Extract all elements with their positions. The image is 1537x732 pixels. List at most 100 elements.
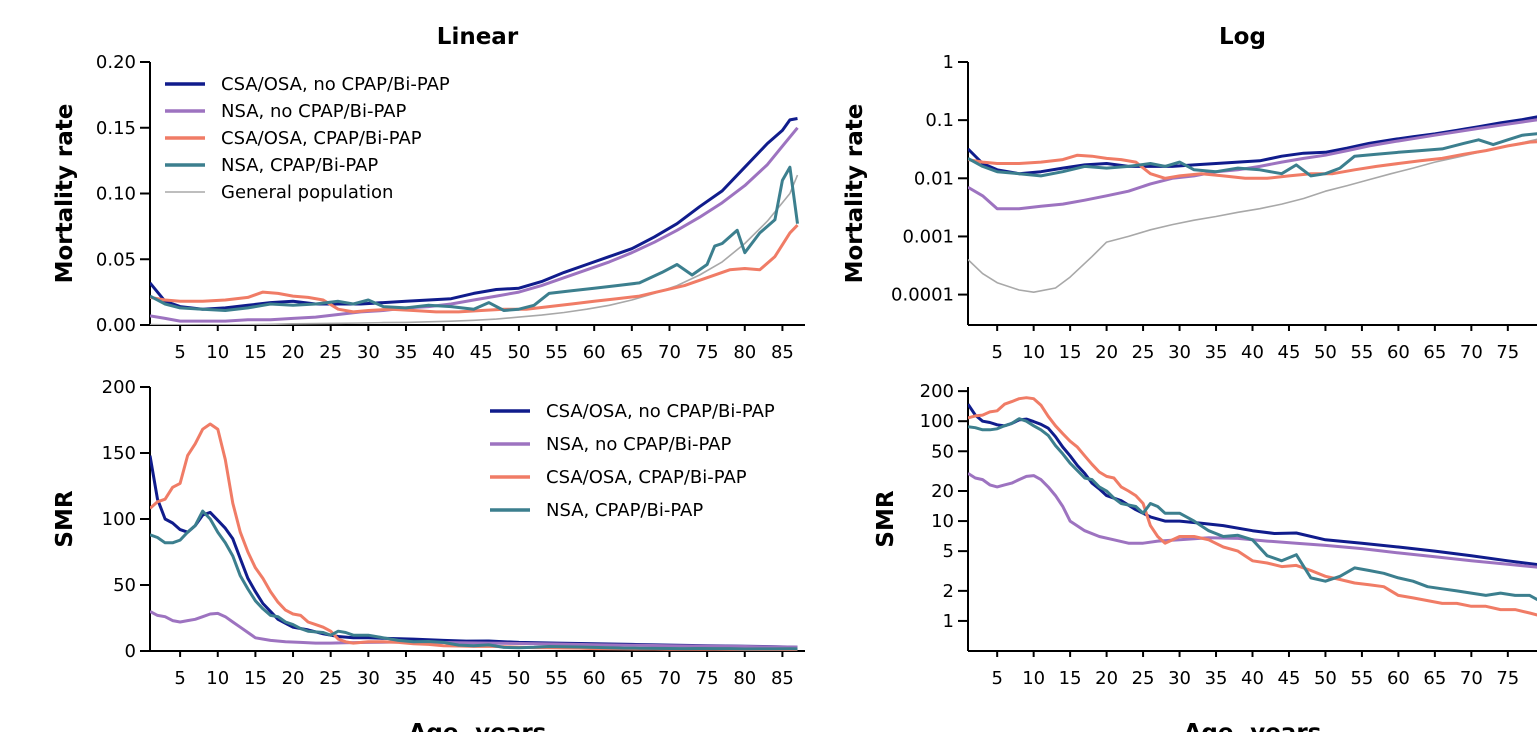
y-tick-label: 50 <box>931 441 954 462</box>
y-tick-label: 0.10 <box>96 184 136 205</box>
x-tick-label: 60 <box>583 342 606 363</box>
series-line-csa-osa-cpap-bi-pap <box>150 224 799 314</box>
x-tick-label: 25 <box>1132 342 1155 363</box>
x-tick-label: 45 <box>1278 342 1301 363</box>
panel-linear-mortality: 0.00 0.05 0.10 0.15 0.20 5 10 15 20 25 30 35 40 45 50 5… <box>52 24 805 363</box>
x-tick-label: 30 <box>1168 342 1191 363</box>
x-tick-label: 50 <box>1314 342 1337 363</box>
y-tick-label: 0.00 <box>96 315 136 336</box>
y-axis-label: Mortality rate <box>842 104 868 284</box>
x-tick-label: 15 <box>1059 342 1082 363</box>
y-tick-label: 150 <box>102 443 136 464</box>
series-line-csa-osa-no-cpap-bi-pap <box>968 115 1537 176</box>
x-tick-label: 60 <box>1387 668 1410 689</box>
x-tick-label: 55 <box>1350 668 1373 689</box>
legend-label: CSA/OSA, CPAP/Bi-PAP <box>546 467 747 488</box>
x-tick-label: 65 <box>620 342 643 363</box>
x-tick-label: 75 <box>1496 342 1519 363</box>
y-tick-label: 5 <box>943 541 954 562</box>
y-tick-label: 0.001 <box>902 226 954 247</box>
x-tick-label: 10 <box>1022 668 1045 689</box>
x-tick-label: 5 <box>174 342 185 363</box>
x-tick-label: 10 <box>1022 342 1045 363</box>
y-tick-label: 0 <box>125 641 136 662</box>
x-tick-label: 20 <box>1095 342 1118 363</box>
x-tick-label: 15 <box>1059 668 1082 689</box>
x-tick-label: 70 <box>1460 668 1483 689</box>
legend-label: CSA/OSA, CPAP/Bi-PAP <box>221 128 422 149</box>
legend: CSA/OSA, no CPAP/Bi-PAP NSA, no CPAP/Bi-P… <box>165 74 450 203</box>
x-tick-label: 30 <box>1168 668 1191 689</box>
x-tick-label: 85 <box>771 342 794 363</box>
x-tick-label: 15 <box>244 342 267 363</box>
y-tick-label: 0.15 <box>96 118 136 139</box>
series-group <box>968 396 1537 617</box>
x-tick-label: 40 <box>1241 342 1264 363</box>
legend-label: General population <box>221 182 393 203</box>
x-tick-label: 50 <box>507 342 530 363</box>
x-tick-label: 75 <box>696 342 719 363</box>
y-tick-label: 0.0001 <box>891 285 954 306</box>
x-tick-label: 20 <box>282 342 305 363</box>
y-tick-label: 0.1 <box>925 110 954 131</box>
series-group <box>150 422 798 651</box>
x-tick-label: 35 <box>395 342 418 363</box>
x-tick-label: 25 <box>319 342 342 363</box>
series-line-nsa-no-cpap-bi-pap <box>968 118 1537 211</box>
x-tick-label: 80 <box>733 342 756 363</box>
x-tick-label: 55 <box>545 342 568 363</box>
x-tick-label: 60 <box>1387 342 1410 363</box>
x-tick-label: 35 <box>1205 342 1228 363</box>
x-axis-label: Age, years <box>409 720 547 732</box>
y-tick-label: 200 <box>102 377 136 398</box>
x-tick-label: 20 <box>282 668 305 689</box>
series-line-csa-osa-cpap-bi-pap <box>968 396 1537 617</box>
series-line-nsa-cpap-bi-pap <box>150 165 799 312</box>
x-tick-label: 5 <box>991 668 1002 689</box>
y-tick-label: 0.05 <box>96 249 136 270</box>
x-tick-label: 35 <box>1205 668 1228 689</box>
series-line-nsa-cpap-bi-pap <box>968 132 1537 178</box>
x-tick-label: 75 <box>1496 668 1519 689</box>
x-tick-label: 10 <box>206 342 229 363</box>
x-tick-label: 60 <box>583 668 606 689</box>
panel-title: Linear <box>437 24 519 50</box>
x-tick-label: 35 <box>395 668 418 689</box>
series-line-csa-osa-cpap-bi-pap <box>150 422 798 651</box>
x-tick-label: 20 <box>1095 668 1118 689</box>
series-line-nsa-no-cpap-bi-pap <box>968 472 1537 569</box>
series-line-nsa-cpap-bi-pap <box>150 509 798 651</box>
y-tick-label: 200 <box>920 381 954 402</box>
x-tick-label: 40 <box>432 342 455 363</box>
x-tick-label: 70 <box>1460 342 1483 363</box>
series-line-nsa-no-cpap-bi-pap <box>150 126 799 323</box>
x-tick-label: 75 <box>696 668 719 689</box>
x-tick-label: 50 <box>1314 668 1337 689</box>
x-tick-label: 30 <box>357 668 380 689</box>
series-line-general-population <box>968 138 1537 293</box>
x-tick-label: 25 <box>319 668 342 689</box>
x-axis-label: Age, years <box>1184 720 1322 732</box>
y-tick-label: 0.20 <box>96 52 136 73</box>
x-tick-label: 10 <box>206 668 229 689</box>
x-tick-label: 30 <box>357 342 380 363</box>
x-tick-label: 40 <box>432 668 455 689</box>
y-axis-label: SMR <box>873 490 899 547</box>
legend-label: CSA/OSA, no CPAP/Bi-PAP <box>221 74 450 95</box>
x-tick-label: 70 <box>658 342 681 363</box>
y-tick-label: 1 <box>943 611 954 632</box>
x-tick-label: 80 <box>733 668 756 689</box>
series-line-general-population <box>150 174 799 325</box>
y-tick-label: 0.01 <box>914 168 954 189</box>
series-group <box>968 115 1537 293</box>
panel-title: Log <box>1219 24 1266 50</box>
y-tick-label: 20 <box>931 481 954 502</box>
x-tick-label: 5 <box>991 342 1002 363</box>
panel-linear-smr: 0 50 100 150 200 5 10 15 20 25 30 35 40 45 50 55 60 65 70 7… <box>52 377 805 732</box>
legend: CSA/OSA, no CPAP/Bi-PAP NSA, no CPAP/Bi-P… <box>490 401 775 521</box>
x-tick-label: 50 <box>507 668 530 689</box>
series-line-csa-osa-cpap-bi-pap <box>968 140 1537 180</box>
x-tick-label: 45 <box>470 668 493 689</box>
